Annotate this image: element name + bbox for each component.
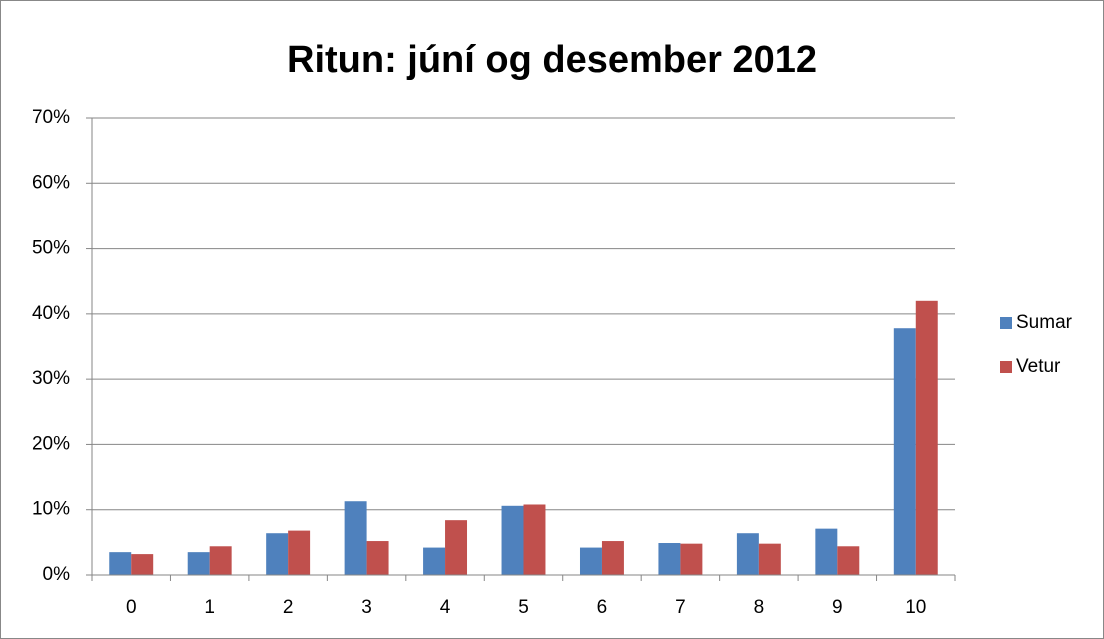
bar (758, 543, 781, 575)
x-tick-label: 2 (283, 597, 294, 618)
y-tick-label: 40% (32, 303, 70, 324)
y-tick-label: 60% (32, 172, 70, 193)
y-tick-label: 70% (32, 107, 70, 128)
bar (523, 504, 546, 575)
bar (501, 505, 524, 575)
bar (423, 547, 446, 575)
y-tick-label: 10% (32, 499, 70, 520)
y-tick-label: 20% (32, 433, 70, 454)
x-tick-label: 6 (597, 597, 608, 618)
bar (344, 501, 367, 575)
legend-label: Vetur (1016, 356, 1061, 377)
bar (579, 547, 602, 575)
x-tick-label: 0 (126, 597, 137, 618)
bar (893, 328, 916, 575)
bar (915, 300, 938, 575)
bar (815, 528, 838, 575)
x-tick-label: 10 (905, 597, 926, 618)
bar (209, 546, 232, 575)
x-tick-label: 4 (440, 597, 451, 618)
y-tick-label: 30% (32, 368, 70, 389)
bar (288, 530, 311, 575)
legend-swatch (1000, 317, 1012, 329)
bar (680, 543, 703, 575)
y-tick-label: 50% (32, 238, 70, 259)
x-tick-label: 5 (518, 597, 529, 618)
bar (131, 554, 154, 575)
bar (445, 520, 468, 575)
legend-label: Sumar (1016, 312, 1073, 333)
legend-swatch (1000, 361, 1012, 373)
bar (837, 546, 860, 575)
bar (601, 541, 624, 575)
bar (109, 552, 132, 575)
bar (366, 541, 389, 575)
x-tick-label: 9 (832, 597, 843, 618)
x-tick-label: 1 (204, 597, 215, 618)
y-tick-label: 0% (43, 564, 71, 585)
bar (266, 533, 289, 575)
x-tick-label: 7 (675, 597, 686, 618)
x-tick-label: 8 (754, 597, 765, 618)
bar (658, 543, 681, 575)
x-tick-label: 3 (361, 597, 372, 618)
bar (736, 533, 759, 575)
bar (187, 552, 210, 575)
chart-title: Ritun: júní og desember 2012 (287, 39, 817, 81)
